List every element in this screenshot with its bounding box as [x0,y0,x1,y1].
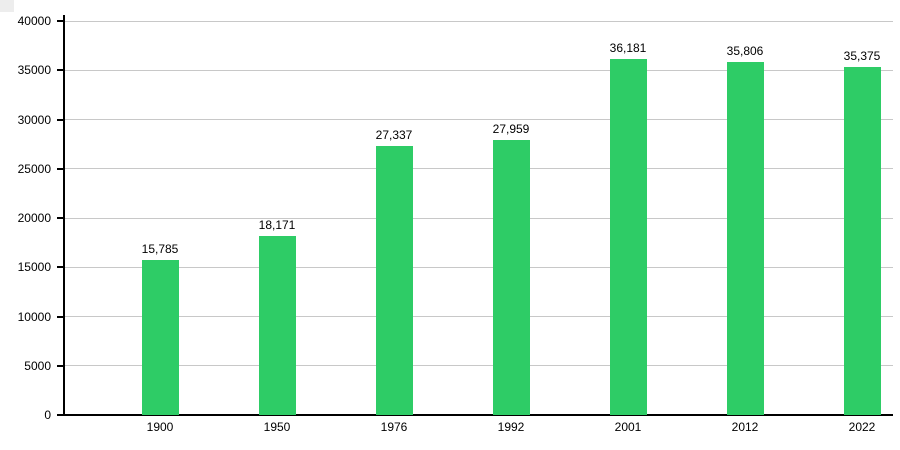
y-tick-35000 [57,69,64,72]
y-tick-20000 [57,217,64,219]
bar-value-label-2001: 36,181 [609,40,647,55]
bar-2022 [843,66,881,415]
y-axis-label-40000: 40000 [17,14,51,28]
x-axis-line [63,414,893,416]
plot-area: 15,785 18,171 27,337 27,959 36,181 35,806 35,3… [65,20,893,415]
gridline-20000 [65,217,893,219]
y-axis-label-10000: 10000 [17,309,51,324]
x-axis-label-2012: 2012 [731,420,759,434]
y-axis-line [63,15,65,416]
y-tick-0 [57,414,64,416]
y-axis-label-30000: 30000 [17,112,51,127]
x-axis-label-1992: 1992 [497,420,525,434]
y-tick-10000 [57,315,64,318]
bar-2012 [726,62,764,415]
x-axis-label-2022: 2022 [848,420,876,434]
x-axis-label-1950: 1950 [263,420,291,434]
y-axis-label-15000: 15000 [17,260,51,275]
x-axis-label-2001: 2001 [614,420,642,434]
x-axis-label-1900: 1900 [146,420,174,434]
bar-value-label-1900: 15,785 [141,241,179,256]
gridline-25000 [65,168,893,170]
bar-value-label-2022: 35,375 [843,48,881,63]
bar-1992 [492,139,530,415]
gridline-15000 [65,266,893,268]
gridline-35000 [65,69,893,71]
y-axis-label-20000: 20000 [17,211,51,225]
gridline-10000 [65,316,893,317]
corner-artifact [0,0,14,12]
y-tick-5000 [57,364,64,367]
gridline-40000 [65,20,893,22]
bar-1900 [141,259,179,415]
bar-value-label-1992: 27,959 [492,121,530,136]
y-tick-25000 [57,167,64,170]
bar-value-label-1976: 27,337 [375,127,413,142]
bar-1976 [375,145,413,415]
gridline-30000 [65,119,893,120]
bar-value-label-2012: 35,806 [726,44,764,59]
gridline-5000 [65,365,893,367]
bar-2001 [609,58,647,415]
bar-value-label-1950: 18,171 [258,218,296,233]
y-axis-label-5000: 5000 [24,358,51,373]
x-axis-label-1976: 1976 [380,420,408,434]
y-tick-15000 [57,266,64,269]
bar-1950 [258,236,296,415]
y-axis-label-0: 0 [44,408,51,422]
y-tick-30000 [57,118,64,121]
y-tick-40000 [57,20,64,22]
y-axis-label-25000: 25000 [17,161,51,176]
y-axis-label-35000: 35000 [17,63,51,78]
